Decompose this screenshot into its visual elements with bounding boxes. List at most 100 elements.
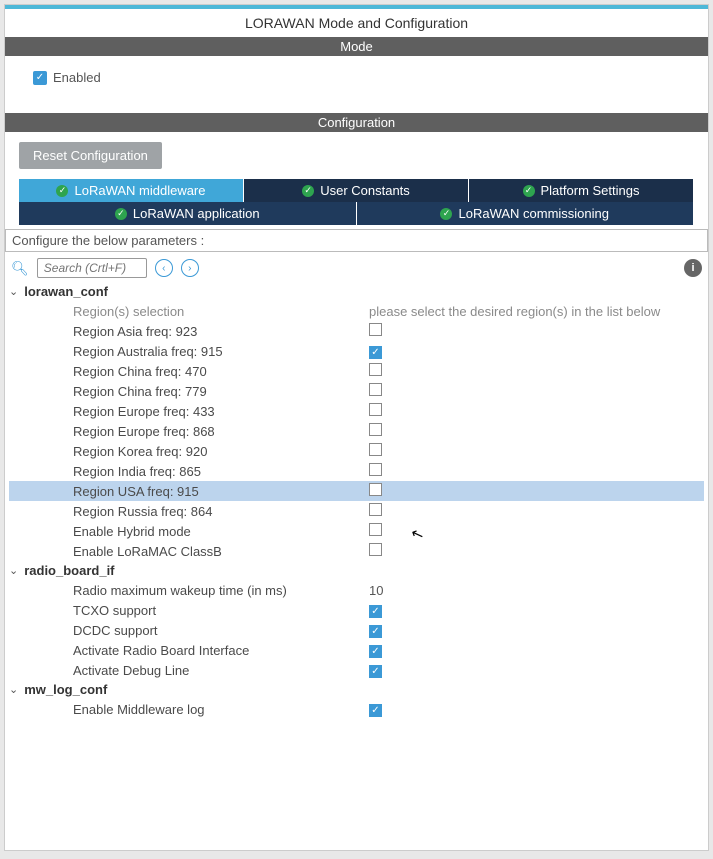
tree-group-mw-log-conf[interactable]: ⌄ mw_log_conf — [0, 680, 704, 699]
param-label: Region Korea freq: 920 — [73, 444, 369, 459]
param-value: ✓ — [369, 343, 704, 359]
enabled-checkbox-row[interactable]: ✓ Enabled — [33, 70, 688, 85]
param-value: ✓ — [369, 642, 704, 658]
check-circle-icon: ✓ — [56, 185, 68, 197]
param-row[interactable]: Enable LoRaMAC ClassB — [9, 541, 704, 561]
hint-text: please select the desired region(s) in t… — [369, 304, 704, 319]
info-icon[interactable]: i — [684, 259, 702, 277]
checkbox-unchecked[interactable] — [369, 383, 382, 396]
group-label: lorawan_conf — [24, 284, 108, 299]
param-value: ✓ — [369, 662, 704, 678]
chevron-down-icon: ⌄ — [9, 683, 18, 696]
param-label: Region Europe freq: 433 — [73, 404, 369, 419]
param-row[interactable]: Region USA freq: 915 — [9, 481, 704, 501]
checkbox-unchecked[interactable] — [369, 363, 382, 376]
group-label: radio_board_if — [24, 563, 114, 578]
param-row[interactable]: Region Australia freq: 915✓ — [9, 341, 704, 361]
param-row[interactable]: Radio maximum wakeup time (in ms)10 — [9, 580, 704, 600]
chevron-down-icon: ⌄ — [9, 564, 18, 577]
section-bar-configuration: Configuration — [5, 113, 708, 132]
param-label: Region USA freq: 915 — [73, 484, 369, 499]
param-value — [369, 523, 704, 539]
reset-button[interactable]: Reset Configuration — [19, 142, 162, 169]
checkbox-unchecked[interactable] — [369, 483, 382, 496]
param-value: ✓ — [369, 701, 704, 717]
checkbox-checked[interactable]: ✓ — [369, 704, 382, 717]
checkbox-unchecked[interactable] — [369, 403, 382, 416]
param-label: Enable Hybrid mode — [73, 524, 369, 539]
tab-user-constants[interactable]: ✓ User Constants — [244, 179, 469, 202]
numeric-value[interactable]: 10 — [369, 583, 383, 598]
next-match-button[interactable]: › — [181, 259, 199, 277]
tab-platform-settings[interactable]: ✓ Platform Settings — [469, 179, 694, 202]
param-row[interactable]: Region Korea freq: 920 — [9, 441, 704, 461]
param-label: Region Asia freq: 923 — [73, 324, 369, 339]
tabs-row-sub: ✓ LoRaWAN application ✓ LoRaWAN commissi… — [19, 202, 694, 225]
checkbox-checked[interactable]: ✓ — [369, 665, 382, 678]
tree-group-radio-board-if[interactable]: ⌄ radio_board_if — [0, 561, 704, 580]
checkbox-unchecked[interactable] — [369, 543, 382, 556]
search-input[interactable] — [37, 258, 147, 278]
config-panel: Reset Configuration ✓ LoRaWAN middleware… — [5, 132, 708, 229]
checkbox-checked[interactable]: ✓ — [369, 645, 382, 658]
param-label: Region Russia freq: 864 — [73, 504, 369, 519]
checkbox-unchecked[interactable] — [369, 463, 382, 476]
checkbox-checked[interactable]: ✓ — [369, 625, 382, 638]
param-value — [369, 443, 704, 459]
param-value — [369, 383, 704, 399]
param-row[interactable]: Enable Hybrid mode — [9, 521, 704, 541]
checkbox-unchecked[interactable] — [369, 443, 382, 456]
param-label: DCDC support — [73, 623, 369, 638]
checkbox-checked[interactable]: ✓ — [369, 605, 382, 618]
checkbox-unchecked[interactable] — [369, 503, 382, 516]
param-row[interactable]: Activate Radio Board Interface✓ — [9, 640, 704, 660]
tab-lorawan-middleware[interactable]: ✓ LoRaWAN middleware — [19, 179, 244, 202]
check-circle-icon: ✓ — [115, 208, 127, 220]
param-row[interactable]: Region India freq: 865 — [9, 461, 704, 481]
param-row[interactable]: Region China freq: 779 — [9, 381, 704, 401]
param-row[interactable]: Region Asia freq: 923 — [9, 321, 704, 341]
param-row[interactable]: DCDC support✓ — [9, 620, 704, 640]
window-frame: LORAWAN Mode and Configuration Mode ✓ En… — [4, 4, 709, 851]
param-row[interactable]: Activate Debug Line✓ — [9, 660, 704, 680]
tab-lorawan-application[interactable]: ✓ LoRaWAN application — [19, 202, 357, 225]
tab-label: LoRaWAN middleware — [74, 183, 205, 198]
checkbox-checked[interactable]: ✓ — [369, 346, 382, 359]
tab-label: LoRaWAN application — [133, 206, 260, 221]
param-row[interactable]: Region Europe freq: 433 — [9, 401, 704, 421]
checkbox-unchecked[interactable] — [369, 523, 382, 536]
search-toolbar: 🔍︎ ‹ › i — [5, 252, 708, 282]
check-circle-icon: ✓ — [302, 185, 314, 197]
param-row[interactable]: Region Europe freq: 868 — [9, 421, 704, 441]
section-bar-mode: Mode — [5, 37, 708, 56]
param-row[interactable]: Region China freq: 470 — [9, 361, 704, 381]
param-row[interactable]: Enable Middleware log✓ — [9, 699, 704, 719]
param-row[interactable]: Region Russia freq: 864 — [9, 501, 704, 521]
tab-label: LoRaWAN commissioning — [458, 206, 609, 221]
parameter-tree: ⌄ lorawan_conf Region(s) selection pleas… — [5, 282, 708, 719]
hint-label: Region(s) selection — [73, 304, 369, 319]
param-label: Enable LoRaMAC ClassB — [73, 544, 369, 559]
group-label: mw_log_conf — [24, 682, 107, 697]
prev-match-button[interactable]: ‹ — [155, 259, 173, 277]
tab-lorawan-commissioning[interactable]: ✓ LoRaWAN commissioning — [357, 202, 695, 225]
param-label: Activate Radio Board Interface — [73, 643, 369, 658]
checkbox-unchecked[interactable] — [369, 323, 382, 336]
param-label: TCXO support — [73, 603, 369, 618]
param-label: Region Europe freq: 868 — [73, 424, 369, 439]
param-value — [369, 543, 704, 559]
param-label: Region Australia freq: 915 — [73, 344, 369, 359]
search-icon: 🔍︎ — [11, 260, 29, 277]
param-row[interactable]: TCXO support✓ — [9, 600, 704, 620]
region-selection-hint: Region(s) selection please select the de… — [9, 301, 704, 321]
param-label: Activate Debug Line — [73, 663, 369, 678]
param-value: ✓ — [369, 602, 704, 618]
enabled-checkbox[interactable]: ✓ — [33, 71, 47, 85]
param-value — [369, 463, 704, 479]
param-label: Region China freq: 470 — [73, 364, 369, 379]
tree-group-lorawan-conf[interactable]: ⌄ lorawan_conf — [9, 282, 704, 301]
checkbox-unchecked[interactable] — [369, 423, 382, 436]
param-value: 10 — [369, 583, 704, 598]
instruction-text: Configure the below parameters : — [5, 229, 708, 252]
param-label: Enable Middleware log — [73, 702, 369, 717]
